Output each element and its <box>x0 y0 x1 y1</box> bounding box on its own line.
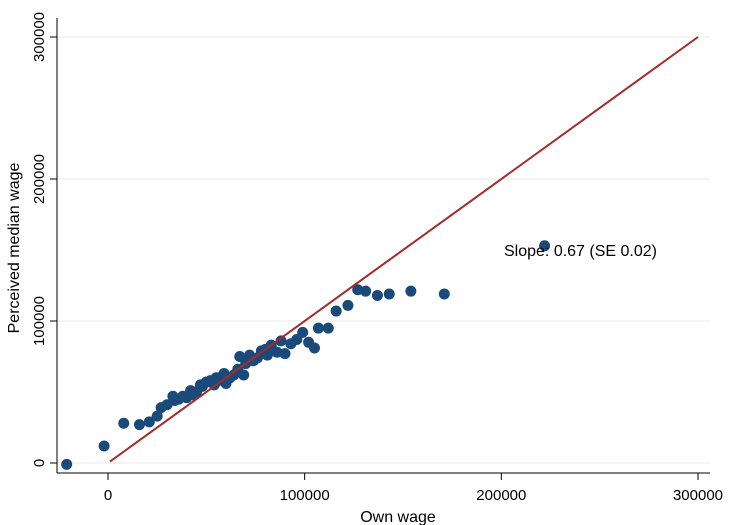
data-point <box>61 458 73 470</box>
x-tick-label: 200000 <box>476 487 526 504</box>
data-point <box>98 440 110 452</box>
data-point <box>143 416 155 428</box>
x-tick-label: 100000 <box>280 487 330 504</box>
data-point <box>342 299 354 311</box>
data-point <box>133 419 145 431</box>
y-tick-label: 200000 <box>31 154 48 204</box>
data-point <box>330 305 342 317</box>
data-point <box>312 322 324 334</box>
axes <box>56 18 710 474</box>
ticks: 0 100000 200000 300000 0 100000 200000 300000 <box>31 12 723 504</box>
data-point <box>118 417 130 429</box>
fit-line <box>109 36 699 463</box>
data-point <box>383 288 395 300</box>
data-point <box>371 289 383 301</box>
data-point <box>360 285 372 297</box>
data-point <box>297 326 309 338</box>
gridlines <box>57 36 710 464</box>
y-tick-label: 0 <box>31 459 48 467</box>
data-point <box>151 410 163 422</box>
data-point <box>238 369 250 381</box>
y-tick-label: 100000 <box>31 296 48 346</box>
data-point <box>322 322 334 334</box>
data-point <box>309 342 320 354</box>
data-point <box>279 348 291 360</box>
y-tick-label: 300000 <box>31 12 48 62</box>
slope-annotation: Slope: 0.67 (SE 0.02) <box>504 243 657 260</box>
data-point <box>405 285 417 297</box>
data-point <box>438 288 450 300</box>
x-tick-label: 300000 <box>673 487 723 504</box>
x-axis-title: Own wage <box>360 509 436 525</box>
x-tick-label: 0 <box>104 487 112 504</box>
data-point <box>539 240 551 252</box>
fit-line-layer <box>109 36 699 463</box>
y-axis-title: Perceived median wage <box>6 163 23 334</box>
data-point <box>275 335 287 347</box>
